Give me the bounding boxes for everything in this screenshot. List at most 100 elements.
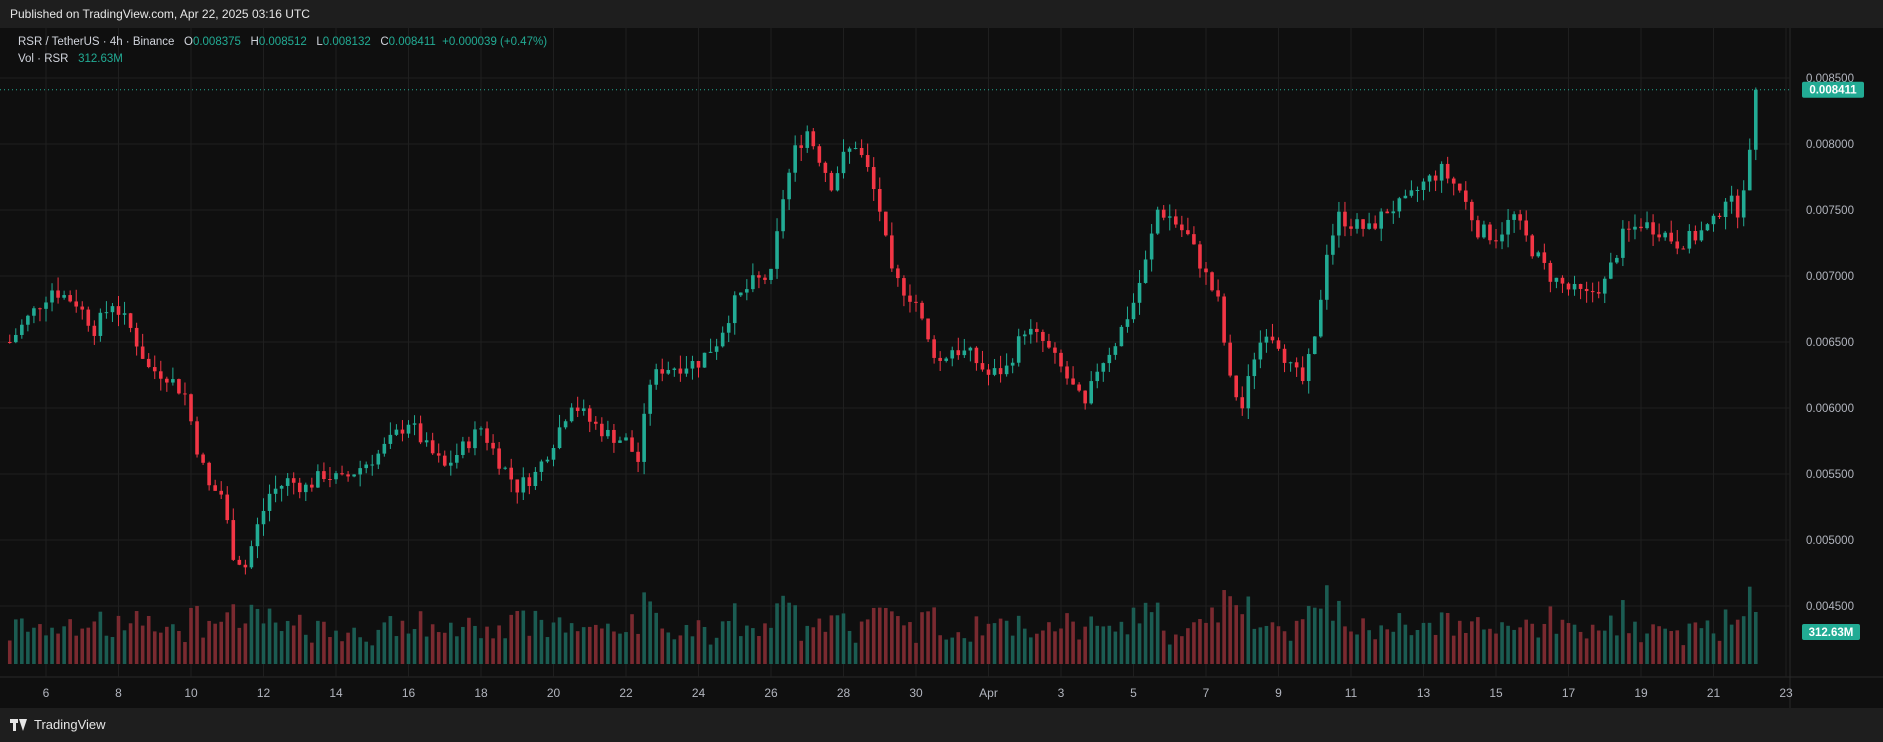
candle-body[interactable] bbox=[1621, 228, 1625, 258]
candle-body[interactable] bbox=[7, 342, 12, 343]
candle-body[interactable] bbox=[1542, 252, 1547, 263]
candle-body[interactable] bbox=[1451, 178, 1456, 184]
candle-body[interactable] bbox=[1131, 302, 1136, 320]
candle-body[interactable] bbox=[539, 461, 544, 472]
candle-body[interactable] bbox=[1161, 209, 1166, 218]
candle-body[interactable] bbox=[1699, 230, 1704, 241]
candle-body[interactable] bbox=[467, 441, 471, 449]
candle-body[interactable] bbox=[569, 407, 574, 422]
candle-body[interactable] bbox=[1041, 331, 1045, 341]
candle-body[interactable] bbox=[424, 440, 429, 443]
price-axis-background[interactable] bbox=[1790, 28, 1883, 708]
candle-body[interactable] bbox=[1149, 233, 1154, 260]
candle-body[interactable] bbox=[787, 172, 791, 200]
candle-body[interactable] bbox=[158, 371, 163, 379]
candle-body[interactable] bbox=[80, 306, 85, 310]
candle-body[interactable] bbox=[1627, 228, 1631, 230]
candle-body[interactable] bbox=[56, 290, 60, 298]
candle-body[interactable] bbox=[1639, 226, 1643, 229]
candle-body[interactable] bbox=[606, 429, 610, 437]
candle-body[interactable] bbox=[714, 346, 719, 352]
candle-body[interactable] bbox=[980, 363, 985, 370]
candle-body[interactable] bbox=[986, 369, 991, 375]
candle-body[interactable] bbox=[38, 308, 42, 310]
candle-body[interactable] bbox=[243, 564, 248, 568]
candle-body[interactable] bbox=[503, 467, 507, 469]
candle-body[interactable] bbox=[165, 378, 169, 383]
candle-body[interactable] bbox=[1204, 268, 1208, 273]
candle-body[interactable] bbox=[1421, 181, 1426, 191]
candle-body[interactable] bbox=[968, 347, 973, 351]
candle-body[interactable] bbox=[116, 306, 121, 315]
candle-body[interactable] bbox=[225, 494, 230, 521]
candle-body[interactable] bbox=[491, 442, 495, 449]
candle-body[interactable] bbox=[600, 423, 604, 437]
candle-body[interactable] bbox=[255, 524, 260, 547]
candle-body[interactable] bbox=[1427, 175, 1432, 182]
candle-body[interactable] bbox=[1615, 257, 1619, 263]
candle-body[interactable] bbox=[297, 482, 302, 493]
candle-body[interactable] bbox=[757, 275, 761, 278]
candle-body[interactable] bbox=[1687, 230, 1692, 249]
candle-body[interactable] bbox=[1439, 163, 1444, 181]
candle-body[interactable] bbox=[1119, 326, 1124, 347]
candle-body[interactable] bbox=[575, 407, 580, 411]
candle-body[interactable] bbox=[267, 493, 272, 511]
candle-body[interactable] bbox=[533, 471, 538, 487]
candle-body[interactable] bbox=[1306, 354, 1311, 382]
candle-body[interactable] bbox=[1651, 222, 1655, 235]
candle-body[interactable] bbox=[140, 346, 145, 359]
candle-body[interactable] bbox=[612, 429, 616, 443]
candle-body[interactable] bbox=[394, 429, 399, 435]
candle-body[interactable] bbox=[666, 369, 671, 374]
candle-body[interactable] bbox=[1089, 381, 1094, 404]
candle-body[interactable] bbox=[1282, 348, 1287, 363]
candle-body[interactable] bbox=[1059, 352, 1063, 367]
candle-body[interactable] bbox=[473, 429, 477, 449]
candle-body[interactable] bbox=[1294, 362, 1299, 368]
candle-body[interactable] bbox=[231, 520, 236, 560]
candle-body[interactable] bbox=[992, 368, 997, 375]
candle-body[interactable] bbox=[1476, 220, 1480, 238]
candle-body[interactable] bbox=[1524, 220, 1529, 236]
candle-body[interactable] bbox=[74, 301, 79, 307]
candle-body[interactable] bbox=[479, 428, 483, 430]
candle-body[interactable] bbox=[1143, 259, 1148, 283]
candle-body[interactable] bbox=[183, 393, 187, 395]
candle-body[interactable] bbox=[382, 443, 387, 454]
candle-body[interactable] bbox=[461, 441, 465, 455]
candle-body[interactable] bbox=[1222, 296, 1226, 343]
candle-body[interactable] bbox=[370, 464, 375, 466]
candle-body[interactable] bbox=[902, 278, 906, 296]
candle-body[interactable] bbox=[1373, 223, 1377, 229]
candle-body[interactable] bbox=[1173, 216, 1178, 225]
candle-body[interactable] bbox=[334, 473, 338, 480]
candle-body[interactable] bbox=[430, 440, 435, 454]
candle-body[interactable] bbox=[1325, 254, 1329, 300]
candle-body[interactable] bbox=[865, 155, 870, 168]
candle-body[interactable] bbox=[13, 334, 18, 343]
candle-body[interactable] bbox=[1035, 328, 1039, 332]
candle-body[interactable] bbox=[303, 484, 308, 493]
candle-body[interactable] bbox=[811, 131, 816, 147]
candle-body[interactable] bbox=[68, 295, 72, 302]
candle-body[interactable] bbox=[364, 464, 369, 469]
candle-body[interactable] bbox=[793, 145, 797, 173]
candle-body[interactable] bbox=[1705, 224, 1710, 231]
candle-body[interactable] bbox=[823, 162, 828, 173]
candle-body[interactable] bbox=[1693, 230, 1698, 241]
candle-body[interactable] bbox=[956, 350, 961, 356]
candle-body[interactable] bbox=[1608, 262, 1613, 279]
candle-body[interactable] bbox=[1240, 397, 1245, 409]
candle-body[interactable] bbox=[1433, 175, 1438, 181]
candle-body[interactable] bbox=[1753, 89, 1758, 150]
candle-body[interactable] bbox=[1590, 291, 1595, 293]
candle-body[interactable] bbox=[1463, 190, 1468, 202]
candle-body[interactable] bbox=[436, 453, 441, 456]
candle-body[interactable] bbox=[618, 440, 622, 443]
candle-body[interactable] bbox=[110, 306, 115, 313]
candle-body[interactable] bbox=[134, 327, 139, 347]
candle-body[interactable] bbox=[932, 339, 936, 358]
candle-body[interactable] bbox=[835, 173, 840, 191]
candle-body[interactable] bbox=[871, 167, 876, 190]
